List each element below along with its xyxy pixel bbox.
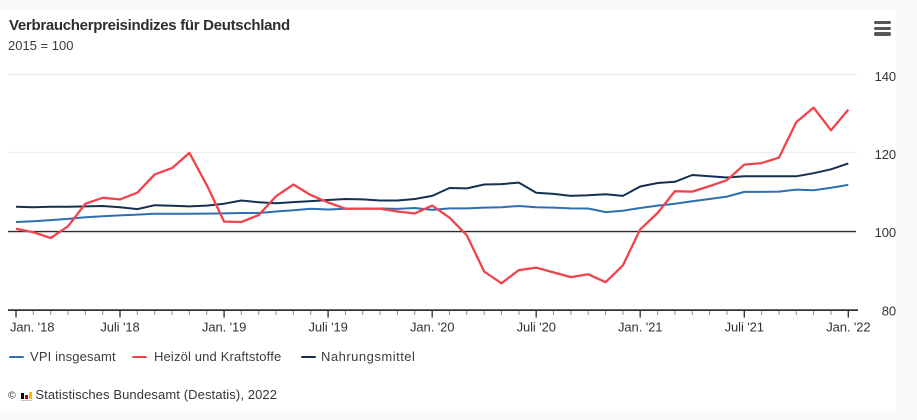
svg-text:Juli '19: Juli '19 <box>308 320 347 335</box>
svg-text:Juli '18: Juli '18 <box>100 320 139 335</box>
svg-text:Jan. '20: Jan. '20 <box>410 320 454 335</box>
svg-text:Juli '21: Juli '21 <box>725 320 764 335</box>
svg-text:Jan. '18: Jan. '18 <box>10 320 54 335</box>
svg-text:Juli '20: Juli '20 <box>517 320 556 335</box>
svg-text:Jan. '22: Jan. '22 <box>826 320 870 335</box>
svg-text:100: 100 <box>875 225 896 240</box>
svg-text:140: 140 <box>875 69 896 84</box>
svg-text:Jan. '21: Jan. '21 <box>618 320 662 335</box>
svg-text:80: 80 <box>882 303 896 318</box>
svg-text:Jan. '19: Jan. '19 <box>202 320 246 335</box>
svg-text:120: 120 <box>875 147 896 162</box>
